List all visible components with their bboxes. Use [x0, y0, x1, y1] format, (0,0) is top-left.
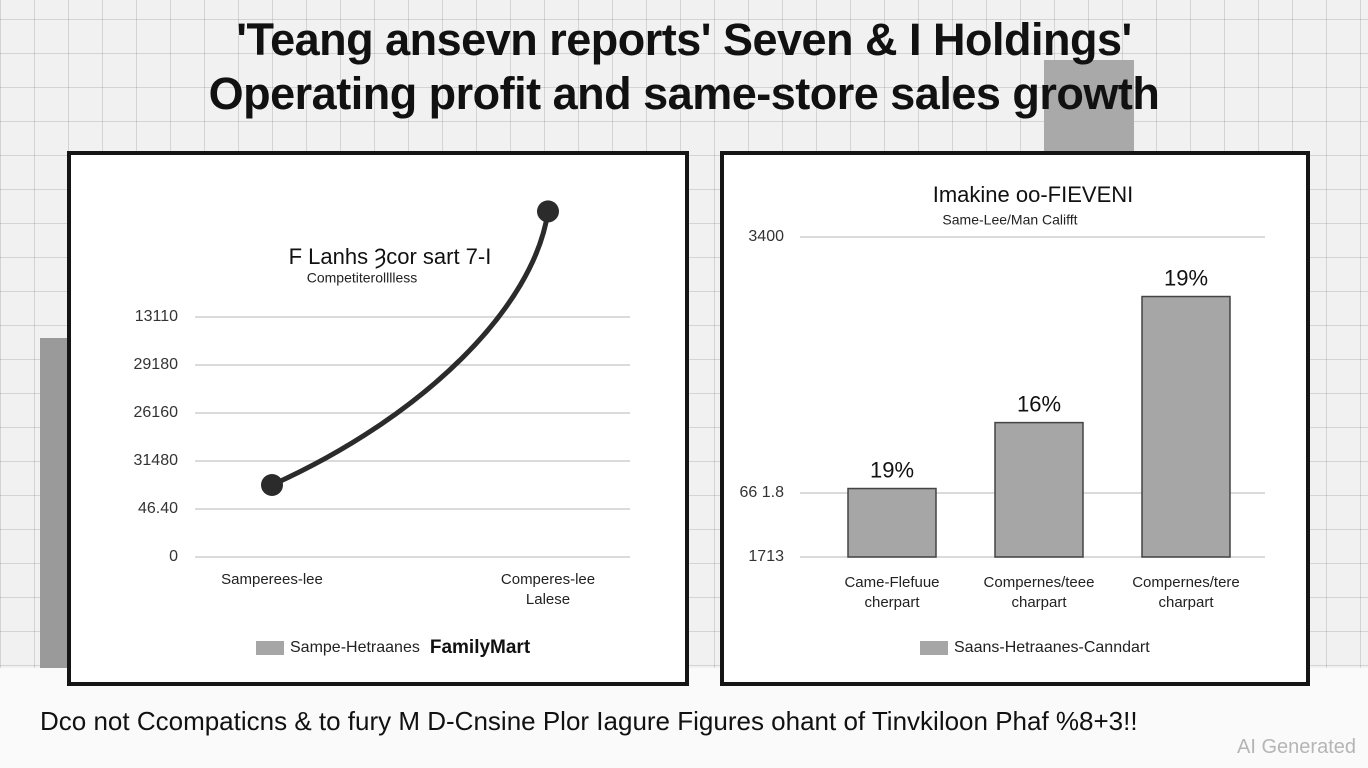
- x-tick-label: Came-Flefuue cherpart: [844, 574, 940, 611]
- bar: [1141, 295, 1231, 558]
- bg-bar: [1044, 60, 1134, 152]
- y-tick-label: 46.40: [138, 500, 178, 517]
- y-tick-label: 66 1.8: [740, 484, 785, 501]
- chart-title: F Lanhs Ȝcor sart 7-I: [289, 244, 492, 270]
- y-tick-label: 0: [169, 548, 178, 565]
- y-tick-label: 3400: [748, 228, 784, 245]
- value-label: 19%: [870, 457, 914, 482]
- chart-title: Imakine oo-FIEVENI: [933, 182, 1134, 207]
- legend-swatch: [920, 641, 948, 655]
- caption: Dco not Ccompaticns & to fury M D-Cnsine…: [40, 706, 1138, 736]
- watermark: AI Generated: [1237, 736, 1356, 758]
- y-tick-label: 1713: [748, 548, 784, 565]
- chart-subtitle: Same-Lee/Man Califft: [942, 212, 1077, 228]
- bar: [994, 421, 1084, 558]
- x-tick-label: Compernes/tere charpart: [1132, 574, 1240, 611]
- x-tick-label: Compernes/teee charpart: [983, 574, 1095, 611]
- line: [270, 211, 551, 488]
- x-tick-label: Samperees-lee: [221, 571, 323, 588]
- y-tick-label: 31480: [134, 452, 179, 469]
- y-tick-label: 13110: [135, 308, 178, 325]
- legend-label: Sampe-Hetraanes: [290, 639, 420, 656]
- legend-swatch: [256, 641, 284, 655]
- y-tick-label: 26160: [134, 404, 179, 421]
- x-tick-label: Comperes-lee Lalese: [500, 571, 596, 608]
- legend-label: Saans-Hetraanes-Canndart: [954, 639, 1150, 656]
- point: [537, 200, 559, 223]
- legend-note: FamilyMart: [430, 637, 531, 658]
- chart-panel: [67, 151, 689, 686]
- value-label: 16%: [1017, 391, 1061, 416]
- title-line: 'Teang ansevn reports' Seven & I Holding…: [236, 14, 1132, 65]
- title-line: Operating profit and same-store sales gr…: [208, 68, 1160, 119]
- chart-subtitle: Competiterolllless: [307, 270, 417, 286]
- bar: [847, 487, 937, 558]
- bg-bar: [40, 338, 68, 668]
- value-label: 19%: [1164, 265, 1208, 290]
- y-tick-label: 29180: [134, 356, 179, 373]
- point: [261, 474, 283, 496]
